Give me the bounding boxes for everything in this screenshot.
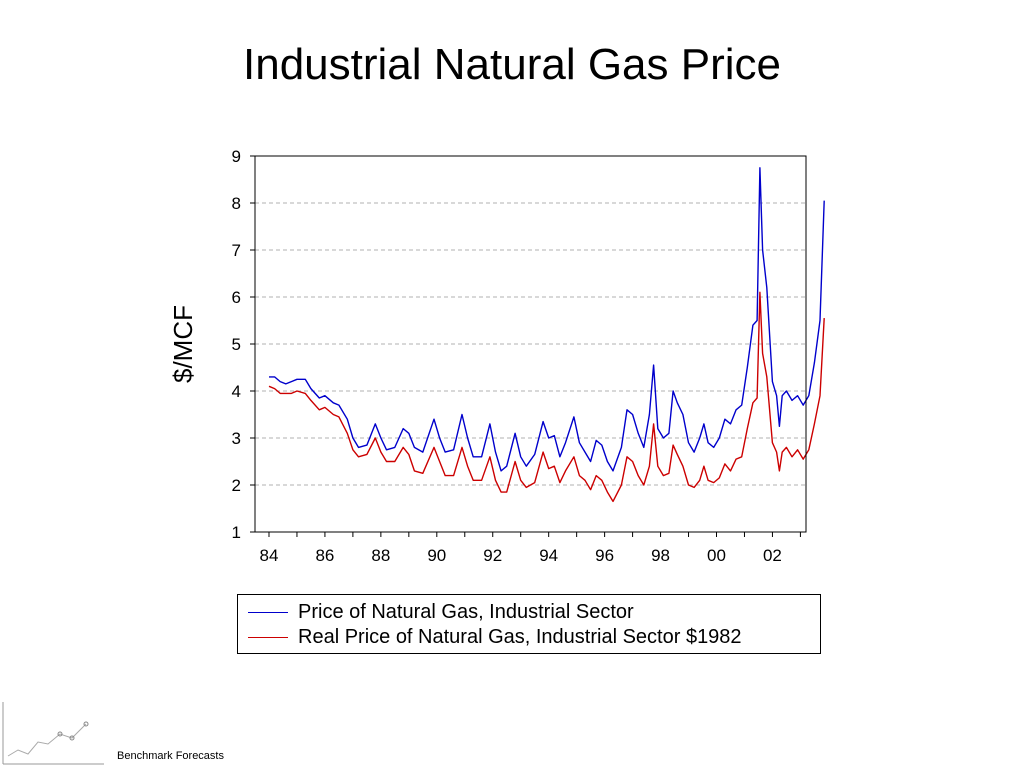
series-line-real [268,291,825,503]
y-tick-label: 3 [232,429,241,448]
y-tick-label: 8 [232,194,241,213]
legend-label-real: Real Price of Natural Gas, Industrial Se… [298,625,742,648]
footer-text: Benchmark Forecasts [117,750,224,762]
x-tick-label: 98 [651,546,670,565]
legend-label-nominal: Price of Natural Gas, Industrial Sector [298,600,634,623]
benchmark-logo-icon [2,702,104,765]
y-axis-label: $/MCF [168,305,198,383]
legend-entry-nominal: Price of Natural Gas, Industrial Sector [248,601,634,623]
x-tick-label: 00 [707,546,726,565]
x-tick-label: 88 [371,546,390,565]
series-lines [268,167,825,503]
x-tick-label: 84 [260,546,279,565]
x-tick-label: 86 [315,546,334,565]
x-tick-label: 96 [595,546,614,565]
y-tick-label: 7 [232,241,241,260]
legend-entry-real: Real Price of Natural Gas, Industrial Se… [248,626,742,648]
axes: 1 2 3 4 5 6 7 8 9 84 86 88 90 92 94 96 98 00 02 [232,147,801,565]
gridlines [255,202,806,486]
y-tick-label: 5 [232,335,241,354]
chart-legend: Price of Natural Gas, Industrial Sector … [237,594,821,654]
chart-title: Industrial Natural Gas Price [243,40,781,89]
x-tick-label: 02 [763,546,782,565]
x-tick-label: 94 [539,546,558,565]
legend-swatch-real [248,636,288,638]
y-tick-label: 4 [232,382,241,401]
y-tick-label: 9 [232,147,241,166]
series-line-nominal [269,167,825,472]
y-tick-label: 6 [232,288,241,307]
x-tick-label: 92 [483,546,502,565]
x-tick-label: 90 [427,546,446,565]
line-chart: 1 2 3 4 5 6 7 8 9 84 86 88 90 92 94 96 98 00 02 $/MCF [168,147,825,565]
y-tick-label: 2 [232,476,241,495]
legend-swatch-nominal [248,611,288,613]
y-tick-label: 1 [232,523,241,542]
